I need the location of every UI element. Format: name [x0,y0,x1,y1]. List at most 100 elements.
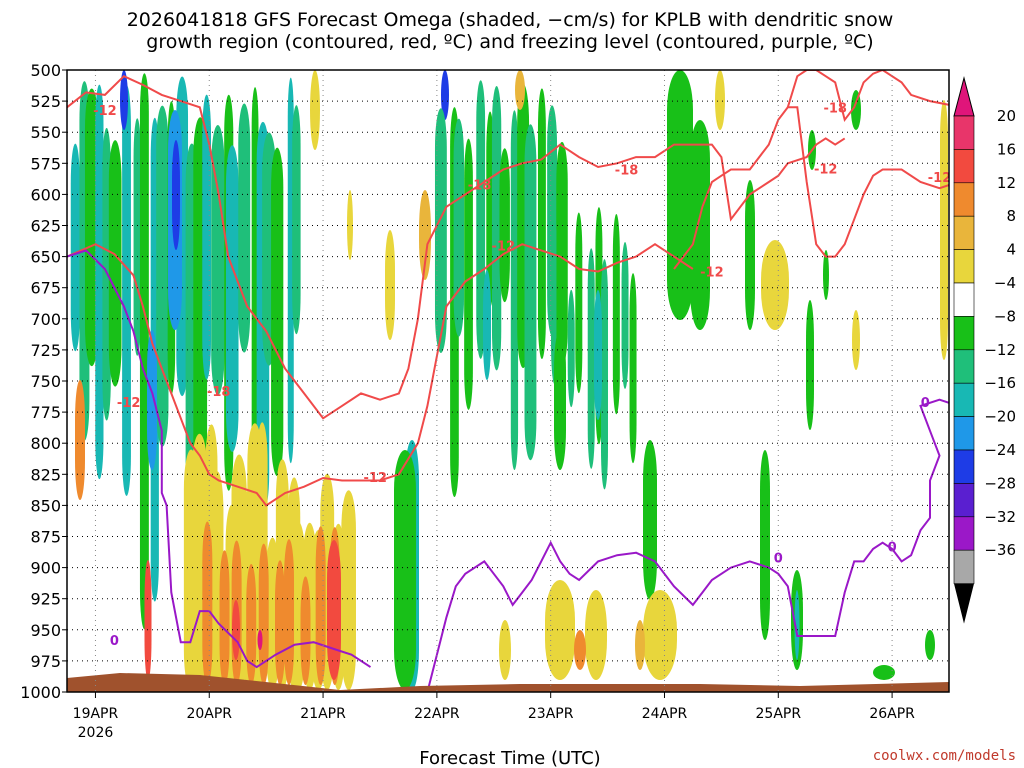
omega-shade-rising [851,90,861,130]
freezing-level-label: 0 [774,552,783,567]
colorbar-label: −4 [994,274,1016,292]
dgz-contour-label: -12 [363,471,387,486]
omega-shade-sinking [635,620,645,670]
x-tick-label: 26APR [869,706,915,722]
omega-shade-rising [292,105,301,335]
omega-shade-sinking [232,600,240,660]
colorbar-swatch [953,282,975,317]
credit-text: coolwx.com/models [873,748,1016,764]
y-tick-label: 650 [30,248,61,267]
x-axis-year-label: 2026 [78,725,114,741]
x-tick-label: 22APR [414,706,460,722]
colorbar-swatch [953,149,975,184]
omega-shade-sinking [347,190,353,260]
colorbar-swatch [953,249,975,284]
omega-shade-sinking [300,576,311,685]
freezing-level-label: 0 [110,634,119,649]
grid-lines [67,69,949,693]
x-tick-label: 24APR [642,706,688,722]
colorbar-bottom-arrow [954,583,974,624]
chart-title-line-2: growth region (contoured, red, ºC) and f… [146,31,873,53]
omega-shade-rising [70,143,80,352]
freezing-level-line [67,249,372,669]
colorbar-label: −36 [984,541,1016,559]
omega-shade-sinking [643,590,677,680]
dgz-contour-line [67,75,846,420]
y-tick-label: 950 [30,621,61,640]
omega-shade-rising [225,145,239,452]
x-tick-label: 25APR [756,706,802,722]
y-tick-label: 1000 [20,683,61,702]
y-tick-label: 975 [30,652,61,671]
omega-shade-rising [629,273,637,464]
colorbar-swatch [953,316,975,351]
omega-shade-rising [486,111,494,308]
y-tick-label: 925 [30,590,61,609]
dgz-contour-label: -12 [700,266,724,281]
omega-shade-rising [139,73,149,630]
omega-shade-rising [464,138,473,410]
colorbar-swatch [953,115,975,150]
dgz-contour-label: -18 [207,385,231,400]
colorbar-swatch [953,449,975,484]
chart-title-line-1: 2026041818 GFS Forecast Omega (shaded, −… [127,9,894,31]
omega-shade-sinking [257,630,263,650]
x-tick-label: 19APR [73,706,119,722]
y-tick-label: 900 [30,559,61,578]
dgz-contour-label: -12 [814,162,838,177]
omega-shade-rising [453,118,465,337]
omega-shade-rising [587,248,595,469]
omega-shade-rising [172,140,180,250]
omega-shade-rising [147,330,157,470]
omega-shade-sinking [545,580,575,680]
colorbar-label: 16 [997,140,1016,158]
omega-shade-rising [925,630,935,660]
omega-shade-sinking [499,620,511,680]
surface-terrain [67,673,949,692]
freezing-level-label: 0 [888,540,897,555]
dgz-contour-label: -12 [93,104,117,119]
omega-shade-sinking [341,490,356,690]
omega-shade-sinking [515,70,525,110]
omega-shade-rising [760,450,770,640]
y-tick-label: 575 [30,154,61,173]
omega-shade-sinking [385,230,395,340]
dgz-contour-line [673,106,949,270]
omega-shade-rising [612,214,620,415]
omega-shade-sinking [852,310,860,370]
omega-shade-rising [491,86,502,371]
omega-shade-sinking [202,521,213,685]
y-tick-label: 675 [30,279,61,298]
freezing-level-line [426,398,949,692]
dgz-contour-line [67,243,694,507]
omega-shade-rising [600,259,608,490]
omega-shade-rising [745,180,755,330]
y-tick-label: 600 [30,185,61,204]
omega-shade-rising [594,290,602,420]
omega-shade-sinking [761,240,789,330]
y-tick-label: 500 [30,61,61,80]
omega-shade-sinking [585,590,607,680]
omega-shade-sinking [75,380,85,500]
omega-shade-rising [483,270,491,380]
omega-shade-rising [120,70,128,130]
colorbar-label: −32 [984,508,1016,526]
dgz-contour-label: -18 [615,164,639,179]
colorbar-label: −12 [984,341,1016,359]
omega-shade-sinking [419,190,431,280]
omega-shade-sinking [284,539,295,685]
omega-shade-rising [667,70,693,320]
y-tick-label: 875 [30,528,61,547]
omega-shade-rising [554,330,566,470]
y-tick-label: 550 [30,123,61,142]
omega-shade-rising [794,590,800,660]
omega-shade-rising [690,120,710,330]
colorbar-label: −20 [984,408,1016,426]
y-tick-label: 725 [30,341,61,360]
x-tick-label: 23APR [528,706,574,722]
y-tick-label: 625 [30,217,61,236]
colorbar-swatch [953,516,975,551]
dgz-contour-label: -12 [117,396,141,411]
colorbar-label: 8 [1006,207,1016,225]
